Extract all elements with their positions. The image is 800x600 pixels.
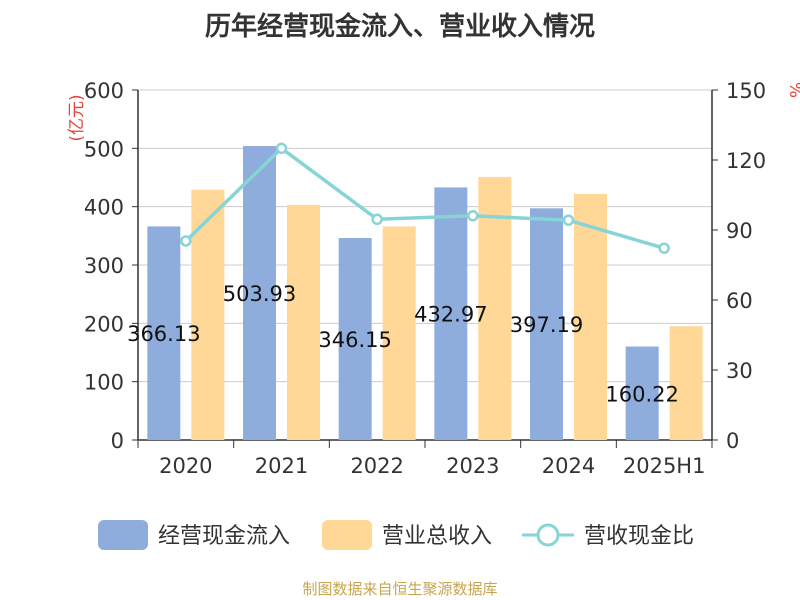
y-right-tick-label: 0	[726, 429, 739, 453]
x-tick-label: 2022	[350, 454, 403, 478]
ratio-point	[562, 214, 575, 226]
x-tick-label: 2024	[542, 454, 595, 478]
y-left-tick-label: 500	[84, 137, 124, 161]
bar-cash-inflow	[243, 146, 276, 440]
ratio-point	[658, 242, 670, 254]
legend-label-cash: 经营现金流入	[158, 524, 290, 549]
y-right-tick-label: 120	[726, 149, 766, 173]
legend-swatch-revenue	[322, 520, 372, 550]
bar-value-label: 397.19	[510, 313, 583, 337]
bar-cash-inflow	[434, 187, 468, 440]
y-right-tick-label: 150	[726, 79, 766, 103]
y-right-tick-label: 30	[726, 359, 753, 383]
bar-value-label: 160.22	[605, 382, 678, 406]
y-right-tick-label: 90	[726, 219, 753, 243]
bar-revenue	[478, 176, 512, 440]
source-footer: 制图数据来自恒生聚源数据库	[302, 580, 498, 598]
ratio-point	[371, 213, 383, 226]
ratio-line	[184, 146, 665, 250]
bar-cash-inflow	[338, 238, 372, 440]
y-left-axis-label: (亿元)	[67, 94, 87, 141]
bar-revenue	[191, 189, 225, 440]
bar-revenue	[287, 204, 320, 440]
bar-value-label: 503.93	[223, 282, 296, 306]
bar-cash-inflow	[625, 346, 659, 440]
bar-value-label: 366.13	[127, 322, 200, 346]
y-left-tick-label: 600	[84, 79, 124, 103]
bar-cash-inflow	[147, 226, 181, 440]
y-left-tick-label: 200	[84, 312, 124, 336]
y-left-tick-label: 400	[84, 196, 124, 220]
x-tick-label: 2025H1	[623, 454, 706, 478]
y-left-tick-label: 0	[111, 429, 124, 453]
legend-swatch-cash	[98, 520, 148, 550]
ratio-point	[467, 210, 479, 222]
y-left-tick-label: 100	[84, 371, 124, 395]
x-tick-label: 2023	[446, 454, 499, 478]
bar-revenue	[574, 193, 607, 440]
legend-marker-ratio	[536, 523, 560, 547]
y-left-tick-label: 300	[84, 254, 124, 278]
bar-value-label: 346.15	[318, 328, 391, 352]
chart-title: 历年经营现金流入、营业收入情况	[204, 12, 595, 42]
y-right-axis-label: %	[785, 82, 800, 98]
y-right-tick-label: 60	[726, 289, 753, 313]
x-tick-label: 2021	[255, 454, 308, 478]
bar-revenue	[669, 326, 703, 440]
bar-cash-inflow	[530, 208, 563, 440]
bar-revenue	[382, 226, 416, 440]
legend-label-ratio: 营收现金比	[584, 524, 694, 549]
x-tick-label: 2020	[159, 454, 212, 478]
bar-value-label: 432.97	[414, 303, 487, 327]
ratio-point	[180, 235, 192, 247]
legend-label-revenue: 营业总收入	[382, 524, 492, 549]
ratio-point	[275, 142, 288, 155]
